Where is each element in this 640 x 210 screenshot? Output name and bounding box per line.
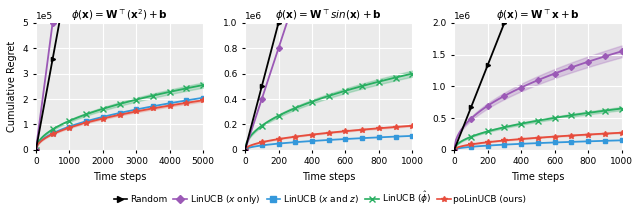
Y-axis label: Cumulative Regret: Cumulative Regret [7,41,17,132]
X-axis label: Time steps: Time steps [93,172,146,182]
Text: 1e6: 1e6 [454,12,471,21]
X-axis label: Time steps: Time steps [511,172,564,182]
Title: $\phi(\mathbf{x}) = \mathbf{W}^\top(\mathbf{x}^2) + \mathbf{b}$: $\phi(\mathbf{x}) = \mathbf{W}^\top(\mat… [71,7,168,23]
Title: $\phi(\mathbf{x}) = \mathbf{W}^\top sin(\mathbf{x}) + \mathbf{b}$: $\phi(\mathbf{x}) = \mathbf{W}^\top sin(… [275,7,382,23]
Text: 1e5: 1e5 [36,12,53,21]
X-axis label: Time steps: Time steps [302,172,355,182]
Title: $\phi(\mathbf{x}) = \mathbf{W}^\top\mathbf{x} + \mathbf{b}$: $\phi(\mathbf{x}) = \mathbf{W}^\top\math… [496,7,580,23]
Text: 1e6: 1e6 [245,12,262,21]
Legend: Random, LinUCB ($x$ only), LinUCB ($x$ and $z$), LinUCB ($\hat{\phi}$), poLinUCB: Random, LinUCB ($x$ only), LinUCB ($x$ a… [110,186,530,210]
